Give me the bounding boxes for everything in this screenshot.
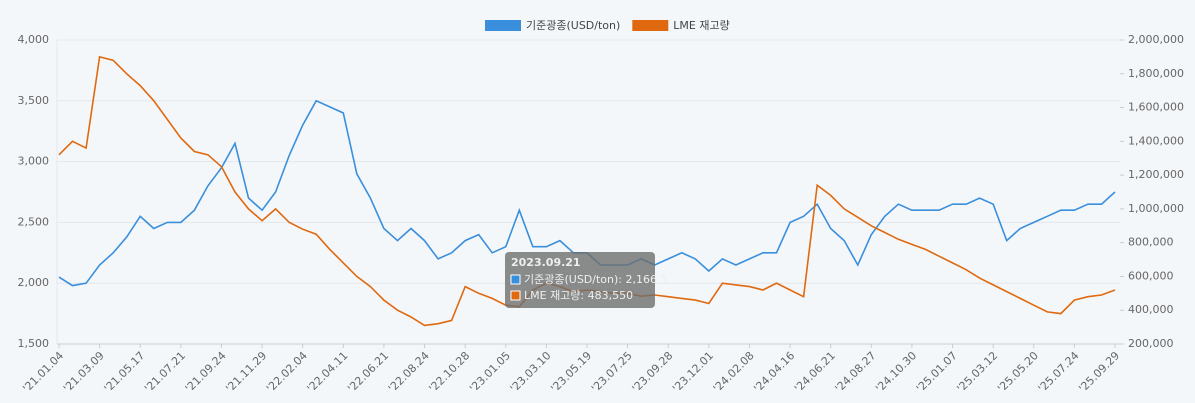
y2-tick-label: 600,000: [1128, 269, 1174, 282]
y2-tick-label: 200,000: [1128, 337, 1174, 350]
tooltip-line: 기준광종(USD/ton): 2,166.5: [524, 273, 667, 286]
x-tick-label: '23.07.25: [589, 349, 635, 395]
x-tick-label: '24.06.21: [792, 349, 838, 395]
x-tick-label: '21.03.09: [61, 349, 107, 395]
legend-label: LME 재고량: [673, 19, 729, 32]
x-tick-label: '25.01.07: [914, 349, 960, 395]
y-tick-label: 2,000: [18, 276, 50, 289]
y-tick-label: 4,000: [18, 33, 50, 46]
x-tick-label: '25.05.20: [995, 349, 1041, 395]
y2-tick-label: 1,000,000: [1128, 202, 1184, 215]
x-tick-label: '22.02.04: [264, 349, 310, 395]
x-tick-label: '24.08.27: [833, 349, 879, 395]
tooltip: 2023.09.21 기준광종(USD/ton): 2,166.5 LME 재고량:…: [505, 252, 667, 308]
x-tick-label: '25.03.12: [954, 349, 1000, 395]
x-tick-label: '25.09.29: [1076, 349, 1122, 395]
y2-tick-label: 400,000: [1128, 303, 1174, 316]
y2-tick-label: 1,200,000: [1128, 168, 1184, 181]
y2-tick-label: 1,800,000: [1128, 67, 1184, 80]
x-tick-label: '21.07.21: [142, 349, 188, 395]
x-tick-label: '21.01.04: [20, 349, 66, 395]
x-tick-label: '21.11.29: [223, 349, 269, 395]
x-tick-label: '22.06.21: [345, 349, 391, 395]
x-tick-label: '24.02.08: [711, 349, 757, 395]
x-tick-label: '24.10.30: [873, 349, 919, 395]
y-tick-label: 3,000: [18, 155, 50, 168]
tooltip-swatch: [510, 290, 521, 301]
x-tick-label: '21.05.17: [102, 349, 148, 395]
y-tick-label: 1,500: [18, 337, 50, 350]
tooltip-box: [505, 252, 655, 308]
x-tick-label: '23.05.19: [548, 349, 594, 395]
legend-label: 기준광종(USD/ton): [526, 19, 620, 32]
x-tick-label: '25.07.24: [1036, 349, 1082, 395]
x-tick-label: '23.12.01: [670, 349, 716, 395]
x-tick-label: '21.09.24: [183, 349, 229, 395]
legend-swatch: [632, 20, 669, 31]
tooltip-line: LME 재고량: 483,550: [524, 289, 633, 302]
x-tick-label: '22.10.28: [426, 349, 472, 395]
y-tick-label: 2,500: [18, 215, 50, 228]
y2-tick-label: 1,600,000: [1128, 101, 1184, 114]
y2-tick-label: 2,000,000: [1128, 33, 1184, 46]
x-tick-label: '24.04.16: [751, 349, 797, 395]
legend-swatch: [485, 20, 521, 31]
x-tick-label: '22.08.24: [386, 349, 432, 395]
x-tick-label: '23.09.28: [630, 349, 676, 395]
y2-tick-label: 800,000: [1128, 236, 1174, 249]
x-tick-label: '22.04.11: [305, 349, 351, 395]
y2-tick-label: 1,400,000: [1128, 134, 1184, 147]
tooltip-title: 2023.09.21: [511, 256, 581, 269]
x-tick-label: '23.01.05: [467, 349, 513, 395]
y-tick-label: 3,500: [18, 94, 50, 107]
tooltip-swatch: [510, 274, 521, 285]
x-tick-label: '23.03.10: [508, 349, 554, 395]
